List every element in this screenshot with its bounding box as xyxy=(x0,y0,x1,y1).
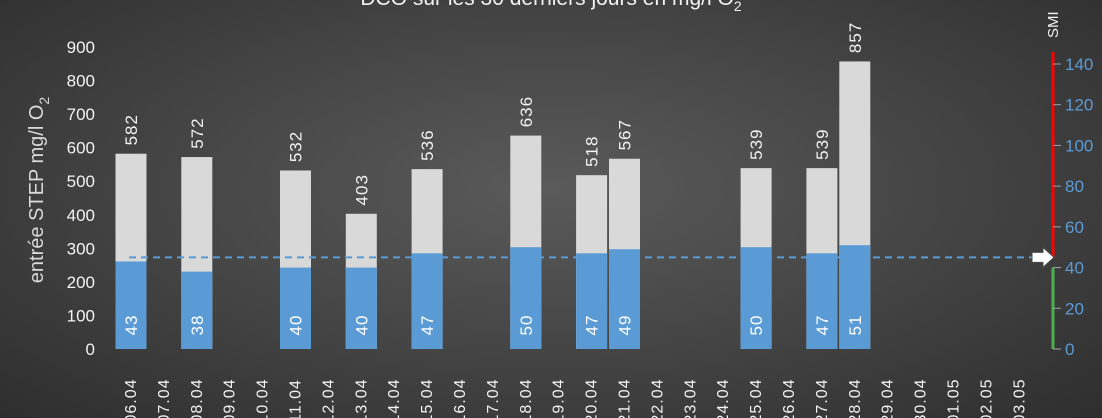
y2-tick-label: 40 xyxy=(1065,259,1084,278)
data-label-total: 567 xyxy=(616,119,635,150)
data-label-inner: 51 xyxy=(846,315,865,336)
bar-inner xyxy=(280,267,311,349)
y-tick-label: 300 xyxy=(67,239,95,258)
y2-tick-label: 80 xyxy=(1065,177,1084,196)
data-label-total: 518 xyxy=(583,135,602,166)
y2-tick-label: 60 xyxy=(1065,218,1084,237)
data-label-total: 532 xyxy=(287,131,306,162)
bar-inner xyxy=(806,253,838,349)
y2-tick-label: 140 xyxy=(1065,55,1093,74)
x-tick-label: 23.04 xyxy=(682,378,699,418)
data-label-inner: 43 xyxy=(122,315,141,336)
data-label-inner: 50 xyxy=(517,315,536,336)
data-label-total: 582 xyxy=(122,114,141,145)
chart-title-subscript: 2 xyxy=(734,0,742,14)
data-label-inner: 40 xyxy=(352,315,371,336)
y-axis-label-text: entrée STEP mg/l O xyxy=(26,105,48,284)
data-label-total: 539 xyxy=(813,128,832,159)
y-axis-label: entrée STEP mg/l O2 xyxy=(26,97,52,284)
x-tick-label: 08.04 xyxy=(189,378,206,418)
x-tick-label: 16.04 xyxy=(452,378,469,418)
x-tick-label: 28.04 xyxy=(847,378,864,418)
threshold-arrow-marker xyxy=(1031,246,1055,269)
y-tick-label: 400 xyxy=(67,206,95,225)
x-tick-label: 29.04 xyxy=(880,378,897,418)
chart-title: DCO sur les 30 derniers jours en mg/l O2 xyxy=(360,0,741,14)
bar-inner xyxy=(510,247,542,349)
y-tick-label: 700 xyxy=(67,105,95,124)
bar-inner xyxy=(740,247,772,349)
bar-inner xyxy=(576,253,608,349)
bar-inner xyxy=(345,267,377,349)
x-tick-label: 26.04 xyxy=(781,378,798,418)
data-label-total: 539 xyxy=(747,128,766,159)
x-tick-label: 21.04 xyxy=(617,378,634,418)
data-label-inner: 47 xyxy=(813,315,832,336)
bars xyxy=(115,61,871,349)
data-label-inner: 40 xyxy=(287,315,306,336)
y2-tick-label: 120 xyxy=(1065,96,1093,115)
y-tick-label: 0 xyxy=(86,340,95,359)
x-tick-label: 02.05 xyxy=(978,378,995,418)
data-label-total: 857 xyxy=(846,22,865,53)
x-tick-label: 06.04 xyxy=(123,378,140,418)
x-tick-label: 13.04 xyxy=(353,378,370,418)
y2-tick-label: 100 xyxy=(1065,136,1093,155)
y-tick-label: 600 xyxy=(67,139,95,158)
data-label-total: 536 xyxy=(418,129,437,160)
bar-inner xyxy=(181,271,213,349)
data-label-inner: 38 xyxy=(188,315,207,336)
data-labels: 43 582 38 572 40 532 40 403 47 536 50 636 47 518 49 567… xyxy=(122,22,865,336)
data-label-total: 403 xyxy=(352,174,371,205)
bar-inner xyxy=(839,245,871,349)
reference-line xyxy=(129,246,1055,269)
x-tick-label: 24.04 xyxy=(715,378,732,418)
axes: 0 100 200 300 400 500 600 700 800 900 0 20 40 60 80 100… xyxy=(67,38,1094,418)
y-tick-label: 900 xyxy=(67,38,95,57)
y2-tick-label: 20 xyxy=(1065,299,1084,318)
x-tick-label: 03.05 xyxy=(1011,378,1028,418)
x-tick-label: 10.04 xyxy=(255,378,272,418)
y-tick-label: 100 xyxy=(67,306,95,325)
x-tick-label: 22.04 xyxy=(649,378,666,418)
x-tick-label: 09.04 xyxy=(222,378,239,418)
x-tick-label: 07.04 xyxy=(156,378,173,418)
x-tick-label: 19.04 xyxy=(551,378,568,418)
x-tick-label: 20.04 xyxy=(584,378,601,418)
x-tick-label: 27.04 xyxy=(814,378,831,418)
data-label-total: 572 xyxy=(188,117,207,148)
data-label-inner: 47 xyxy=(583,315,602,336)
y-axis-label-subscript: 2 xyxy=(36,97,52,105)
x-tick-label: 17.04 xyxy=(485,378,502,418)
chart-title-text: DCO sur les 30 derniers jours en mg/l O xyxy=(360,0,733,10)
data-label-inner: 50 xyxy=(747,315,766,336)
x-tick-label: 01.05 xyxy=(946,378,963,418)
x-tick-label: 25.04 xyxy=(748,378,765,418)
y-tick-label: 200 xyxy=(67,273,95,292)
x-tick-label: 18.04 xyxy=(518,378,535,418)
x-tick-label: 14.04 xyxy=(386,378,403,418)
y-tick-label: 800 xyxy=(67,72,95,91)
x-tick-label: 15.04 xyxy=(419,378,436,418)
y2-tick-label: 0 xyxy=(1065,340,1074,359)
x-tick-label: 12.04 xyxy=(320,378,337,418)
y2-axis-label: SMI xyxy=(1045,11,1062,38)
data-label-inner: 47 xyxy=(418,315,437,336)
y-tick-label: 500 xyxy=(67,172,95,191)
x-tick-label: 11.04 xyxy=(288,379,305,418)
bar-inner xyxy=(411,253,443,349)
bar-inner xyxy=(609,249,640,349)
x-tick-label: 30.04 xyxy=(913,378,930,418)
data-label-inner: 49 xyxy=(616,315,635,336)
bar-inner xyxy=(115,261,147,349)
data-label-total: 636 xyxy=(517,96,536,127)
